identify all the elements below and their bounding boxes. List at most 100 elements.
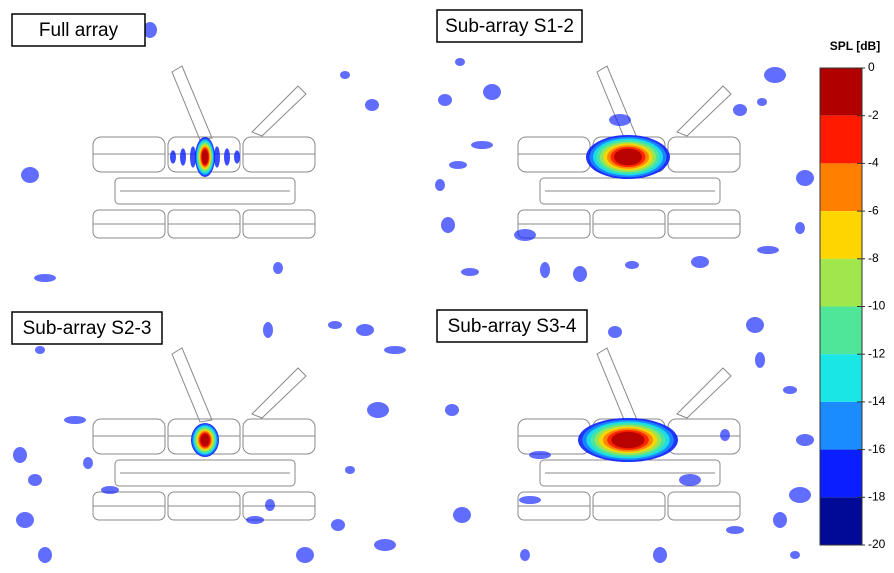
hotspot-contour (201, 149, 209, 165)
hotspot-contour (614, 148, 642, 166)
noise-blob (795, 222, 805, 234)
maps (13, 22, 814, 563)
side-lobe (180, 148, 186, 166)
noise-blob (520, 549, 530, 561)
noise-blob (374, 539, 396, 551)
map-panel (435, 58, 814, 282)
noise-blob (471, 141, 493, 149)
colorbar-tick-label: -16 (868, 442, 886, 456)
noise-blob (83, 457, 93, 469)
colorbar-tick-label: -10 (868, 299, 886, 313)
side-lobe (170, 150, 176, 164)
arm (251, 85, 307, 137)
colorbar-title: SPL [dB] (830, 39, 880, 53)
noise-blob (796, 170, 814, 186)
arm (251, 367, 307, 419)
noise-blob (796, 434, 814, 446)
arm (596, 347, 638, 423)
noise-blob (16, 512, 34, 528)
noise-blob (441, 217, 455, 233)
hotspot-contour (200, 433, 210, 447)
noise-blob (573, 266, 587, 282)
side-lobe (234, 150, 240, 164)
colorbar-tick-label: -2 (868, 108, 879, 122)
noise-blob (143, 22, 157, 38)
colorbar-tick-label: -14 (868, 394, 886, 408)
noise-blob (608, 326, 622, 338)
panel-label: Full array (39, 20, 119, 41)
colorbar-band (820, 258, 862, 307)
panel-label: Sub-array S1-2 (445, 16, 574, 37)
noise-blob (726, 526, 744, 534)
hotspot-contour (611, 431, 645, 449)
noise-blob (540, 262, 550, 278)
noise-blob (519, 496, 541, 504)
arm (171, 65, 213, 141)
noise-blob (625, 261, 639, 269)
noise-blob (13, 447, 27, 463)
side-lobe (224, 148, 230, 166)
noise-blob (773, 512, 787, 528)
colorbar-tick-label: -8 (868, 251, 879, 265)
noise-blob (246, 516, 264, 524)
noise-blob (367, 402, 389, 418)
noise-blob (445, 404, 459, 416)
chassis (114, 459, 296, 487)
noise-blob (101, 486, 119, 494)
noise-blob (609, 114, 631, 126)
noise-blob (28, 474, 42, 486)
panel-label-box (436, 9, 583, 43)
noise-blob (691, 256, 709, 268)
noise-blob (453, 507, 471, 523)
arm (596, 65, 638, 141)
colorbar-band (820, 354, 862, 402)
colorbar-tick-label: 0 (868, 60, 875, 74)
noise-blob (789, 487, 811, 503)
noise-blob (529, 451, 551, 459)
noise-blob (783, 386, 797, 394)
colorbar-tick-label: -6 (868, 203, 879, 217)
noise-blob (365, 99, 379, 111)
colorbar-band (820, 497, 862, 545)
panel-label-box (11, 311, 163, 345)
noise-blob (720, 429, 730, 441)
chassis (114, 177, 296, 205)
noise-blob (356, 324, 374, 336)
noise-blob (764, 67, 786, 83)
noise-blob (746, 317, 764, 333)
panel-label: Sub-array S3-4 (448, 316, 577, 337)
panel-label: Sub-array S2-3 (23, 318, 152, 339)
noise-blob (438, 94, 452, 106)
noise-blob (64, 416, 86, 424)
noise-blob (328, 321, 342, 329)
noise-blob (35, 346, 45, 354)
noise-blob (263, 322, 273, 338)
noise-blob (757, 246, 779, 254)
colorbar-tick-label: -20 (868, 537, 886, 551)
colorbar-band (820, 68, 862, 116)
colorbar-tick-label: -12 (868, 346, 886, 360)
noise-blob (331, 519, 345, 531)
noise-blob (757, 98, 767, 106)
noise-blob (755, 352, 765, 368)
noise-blob (296, 547, 314, 563)
noise-blob (679, 474, 701, 486)
map-panel (21, 22, 379, 282)
colorbar-band (820, 401, 862, 450)
noise-blob (435, 179, 445, 191)
colorbar-band (820, 449, 862, 498)
arm (676, 367, 732, 419)
map-panel (445, 317, 814, 563)
noise-blob (265, 499, 275, 511)
noise-blob (38, 547, 52, 563)
noise-blob (384, 346, 406, 354)
noise-blob (21, 167, 39, 183)
map-panel (13, 321, 406, 563)
noise-blob (345, 466, 355, 474)
arm (171, 347, 213, 423)
noise-blob (483, 84, 501, 100)
panel-label-box (436, 309, 588, 343)
panel-label-box (11, 13, 146, 47)
noise-blob (461, 268, 479, 276)
